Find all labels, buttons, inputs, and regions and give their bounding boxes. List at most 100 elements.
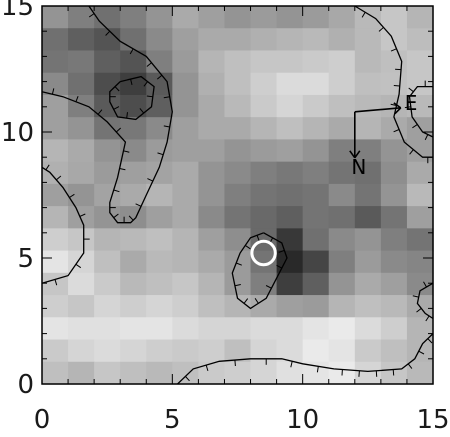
- heatmap-cell: [224, 228, 252, 252]
- heatmap-cell: [172, 117, 199, 141]
- heatmap-cell: [42, 317, 69, 341]
- heatmap-cell: [276, 206, 304, 229]
- contour-hatch: [113, 106, 120, 110]
- heatmap-cell: [354, 317, 382, 341]
- contour-hatch: [276, 264, 283, 269]
- heatmap-cell: [380, 228, 408, 252]
- heatmap-cell: [250, 183, 278, 207]
- heatmap-cell: [198, 161, 226, 185]
- heatmap-cell: [42, 183, 69, 207]
- contour-hatch: [79, 213, 86, 217]
- heatmap-cell: [146, 94, 173, 118]
- heatmap-cell: [276, 139, 304, 163]
- contour-hatch: [75, 263, 82, 269]
- heatmap-cell: [380, 139, 408, 163]
- compass-north-arrowhead: [349, 150, 356, 159]
- heatmap-cell: [94, 139, 121, 163]
- heatmap-cell: [250, 361, 278, 385]
- heatmap-cell: [172, 139, 199, 163]
- heatmap-cell: [172, 161, 199, 185]
- heatmap-cell: [198, 117, 226, 141]
- contour-hatch: [163, 96, 170, 99]
- heatmap-cell: [198, 6, 226, 29]
- heatmap-cell: [276, 72, 304, 96]
- heatmap-cell: [406, 139, 434, 163]
- heatmap-cell: [68, 272, 95, 296]
- contour-hatch: [390, 48, 397, 52]
- heatmap-cell: [380, 161, 408, 185]
- contour-hatch: [256, 235, 260, 242]
- heatmap-cell: [172, 272, 199, 296]
- heatmap-cell: [406, 50, 434, 74]
- heatmap-cell: [94, 339, 121, 363]
- contour-hatch: [130, 78, 133, 86]
- contour-hatch: [423, 281, 427, 288]
- heatmap-cell: [224, 161, 252, 185]
- heatmap-cell: [120, 139, 147, 163]
- contour-top-right: [354, 5, 433, 158]
- heatmap-cell: [94, 228, 121, 252]
- heatmap-cell: [146, 117, 173, 141]
- contour-hatch: [123, 150, 130, 153]
- heatmap-cell: [328, 6, 356, 29]
- contour-hatch: [126, 112, 128, 119]
- heatmap-cell: [198, 94, 226, 118]
- heatmap-cell: [94, 272, 121, 296]
- contour-hatch: [205, 364, 209, 372]
- contour-hatch: [265, 285, 272, 289]
- heatmap-cell: [120, 94, 147, 118]
- contour-hatch: [358, 370, 360, 377]
- heatmap-cell: [224, 272, 252, 296]
- heatmap-cell: [380, 250, 408, 274]
- heatmap-cell: [146, 228, 173, 252]
- contour-hatch: [88, 13, 95, 18]
- heatmap-cell: [406, 361, 434, 385]
- heatmap-cell: [328, 117, 356, 141]
- heatmap-cell: [380, 28, 408, 52]
- contour-hatch: [157, 152, 164, 156]
- heatmap-cell: [302, 50, 330, 74]
- heatmap-cell: [380, 50, 408, 74]
- heatmap-cell: [94, 317, 121, 341]
- heatmap-cell: [42, 94, 69, 118]
- heatmap-cell: [328, 183, 356, 207]
- heatmap-cell: [276, 117, 304, 141]
- contour-hatch: [425, 315, 430, 322]
- heatmap-cell: [198, 295, 226, 318]
- contour-hatch: [45, 164, 50, 171]
- heatmap-cell: [302, 72, 330, 96]
- heatmap-cell: [224, 295, 252, 318]
- heatmap-cell: [120, 72, 147, 96]
- heatmap-cell: [380, 72, 408, 96]
- heatmap-cell: [406, 6, 434, 29]
- heatmap-cell: [224, 50, 252, 74]
- heatmap-cell: [146, 72, 173, 96]
- heatmap-cell: [68, 183, 95, 207]
- heatmap-cell: [224, 72, 252, 96]
- heatmap-cell: [354, 161, 382, 185]
- heatmap-cell: [120, 339, 147, 363]
- contour-hatch: [69, 193, 75, 198]
- x-tick-label: 10: [286, 405, 319, 435]
- contour-hatch: [418, 350, 425, 355]
- heatmap-cell: [328, 28, 356, 52]
- heatmap-cell: [354, 117, 382, 141]
- heatmap-cell: [276, 94, 304, 118]
- contour-bottom-arc: [177, 333, 434, 385]
- heatmap-cell: [94, 361, 121, 385]
- heatmap-cell: [250, 161, 278, 185]
- heatmap-cell: [276, 183, 304, 207]
- heatmap-cell: [354, 183, 382, 207]
- heatmap-cell: [120, 6, 147, 29]
- heatmap-cell: [354, 339, 382, 363]
- heatmap-cell: [276, 228, 304, 252]
- heatmap-cell: [172, 317, 199, 341]
- heatmap-cell: [120, 50, 147, 74]
- x-tick-label: 5: [164, 405, 181, 435]
- heatmap-cell: [94, 94, 121, 118]
- heatmap-cell: [328, 228, 356, 252]
- heatmap-cell: [302, 183, 330, 207]
- heatmap-cell: [380, 295, 408, 318]
- heatmap-cell: [354, 50, 382, 74]
